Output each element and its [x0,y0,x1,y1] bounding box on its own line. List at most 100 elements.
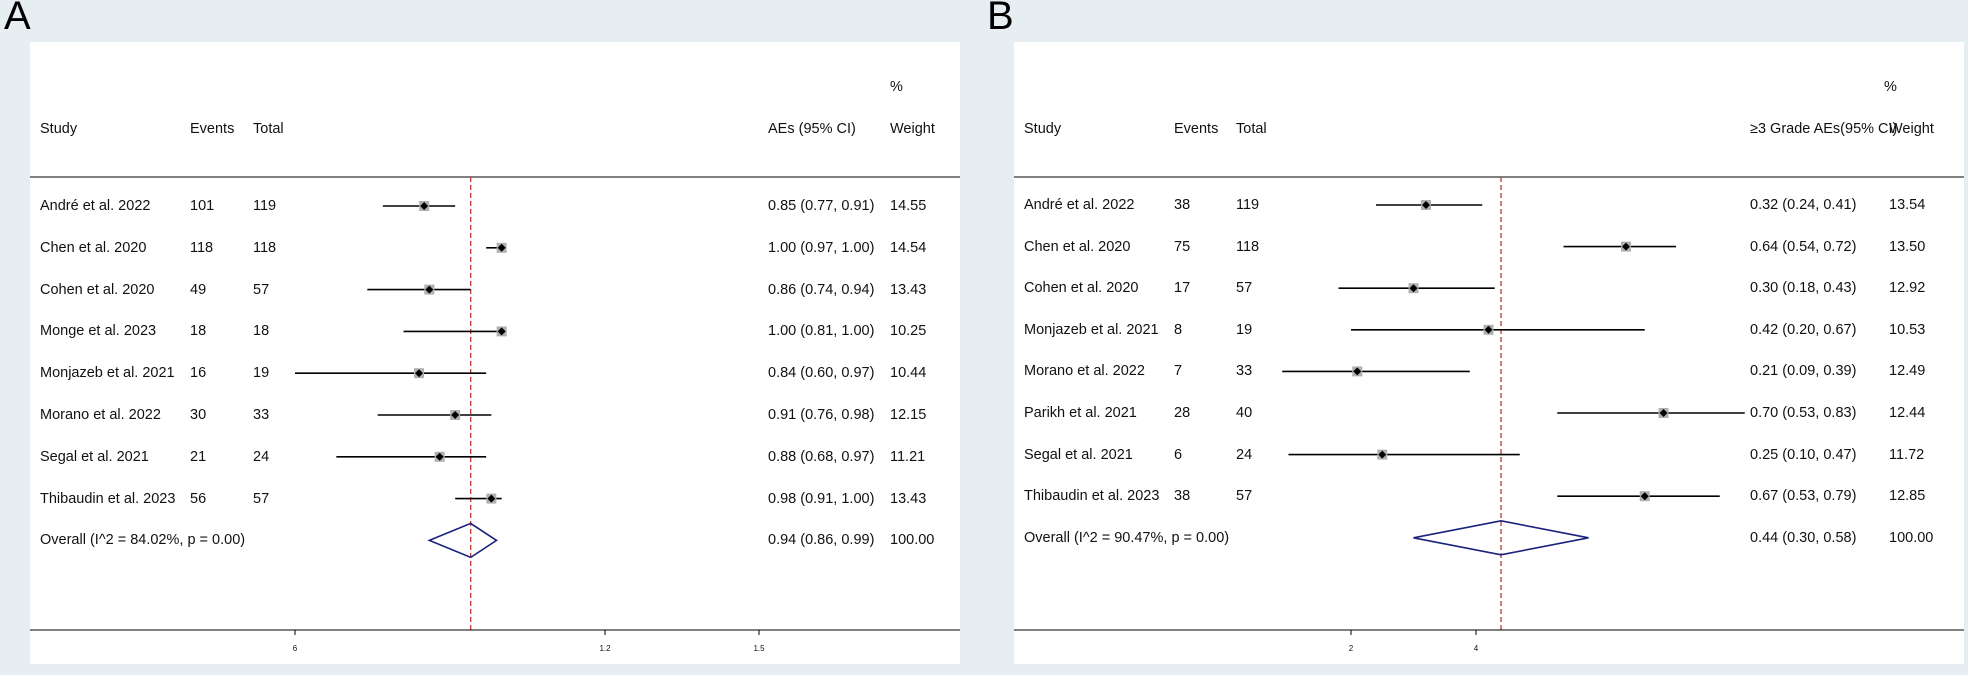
study-events: 56 [190,490,207,507]
study-name: Monge et al. 2023 [40,323,157,340]
study-weight: 12.92 [1889,280,1926,297]
study-name: Thibaudin et al. 2023 [40,490,176,507]
study-ci: 0.98 (0.91, 1.00) [768,490,875,507]
header-percent: % [890,79,903,95]
study-name: Morano et al. 2022 [40,407,161,423]
study-name: Segal et al. 2021 [1024,446,1133,463]
study-weight: 12.49 [1889,363,1926,380]
point-estimate [487,494,496,503]
study-total: 33 [253,407,270,423]
header-total: Total [253,121,284,137]
study-name: André et al. 2022 [1024,197,1135,213]
point-estimate [1484,325,1493,334]
study-total: 118 [1236,238,1260,255]
study-weight: 12.85 [1889,488,1926,505]
study-events: 101 [190,198,215,214]
study-events: 21 [190,448,207,465]
study-weight: 11.21 [890,448,926,465]
study-ci: 0.70 (0.53, 0.83) [1750,405,1857,421]
study-ci: 0.42 (0.20, 0.67) [1750,321,1857,338]
study-events: 38 [1174,488,1191,505]
study-total: 19 [1236,321,1253,338]
study-total: 24 [253,448,270,465]
study-events: 16 [190,365,207,382]
study-weight: 12.44 [1889,405,1926,421]
study-weight: 13.43 [890,490,927,507]
study-events: 49 [190,281,207,298]
study-total: 119 [1236,197,1260,213]
panel-a-letter: A [4,0,31,38]
study-total: 57 [253,490,270,507]
study-ci: 0.25 (0.10, 0.47) [1750,446,1857,463]
x-tick-label: 2 [1348,644,1354,653]
study-weight: 14.54 [890,239,927,256]
forest-svg [30,176,960,635]
study-ci: 1.00 (0.97, 1.00) [768,239,875,256]
study-ci: 1.00 (0.81, 1.00) [768,323,875,340]
study-total: 57 [253,281,270,298]
point-estimate [1422,201,1430,209]
study-events: 118 [190,239,214,256]
study-name: Morano et al. 2022 [1024,363,1145,380]
overall-ci: 0.44 (0.30, 0.58) [1750,529,1857,546]
study-weight: 13.50 [1889,238,1926,255]
study-name: Chen et al. 2020 [1024,238,1131,255]
study-events: 38 [1174,197,1191,213]
study-events: 28 [1174,405,1191,421]
overall-diamond [1413,519,1589,556]
overall-label: Overall (I^2 = 90.47%, p = 0.00) [1024,529,1230,546]
study-name: Monjazeb et al. 2021 [1024,321,1159,338]
study-name: Cohen et al. 2020 [40,281,155,298]
study-name: Parikh et al. 2021 [1024,405,1137,421]
point-estimate [420,202,429,210]
point-estimate [497,243,506,252]
point-estimate [1640,492,1649,501]
study-ci: 0.91 (0.76, 0.98) [768,407,875,423]
study-name: Cohen et al. 2020 [1024,280,1139,297]
study-events: 6 [1174,446,1183,463]
header-total: Total [1236,121,1267,137]
study-name: Segal et al. 2021 [40,448,149,465]
point-estimate [415,369,423,378]
header-study: Study [40,121,78,137]
point-estimate [435,452,444,461]
overall-label: Overall (I^2 = 84.02%, p = 0.00) [40,532,246,549]
overall-weight: 100.00 [1889,529,1934,546]
point-estimate [1622,242,1630,251]
study-ci: 0.85 (0.77, 0.91) [768,198,875,214]
header-events: Events [190,121,235,137]
study-ci: 0.30 (0.18, 0.43) [1750,280,1857,297]
study-events: 8 [1174,321,1183,338]
study-weight: 10.44 [890,365,927,382]
study-events: 17 [1174,280,1191,297]
header-weight: Weight [890,121,935,137]
x-tick-label: 6 [292,644,298,653]
study-total: 24 [1236,446,1253,463]
study-ci: 0.84 (0.60, 0.97) [768,365,875,382]
study-weight: 10.53 [1889,321,1926,338]
point-estimate [451,411,460,419]
study-total: 40 [1236,405,1253,421]
study-ci: 0.86 (0.74, 0.94) [768,281,875,298]
study-weight: 13.43 [890,281,927,298]
study-total: 19 [253,365,270,382]
overall-diamond [427,522,498,559]
study-weight: 13.54 [1889,197,1926,213]
study-ci: 0.21 (0.09, 0.39) [1750,363,1857,380]
study-ci: 0.64 (0.54, 0.72) [1750,238,1857,255]
point-estimate [425,285,434,294]
x-tick-label: 1.5 [753,644,765,653]
study-total: 118 [253,239,277,256]
study-ci: 0.88 (0.68, 0.97) [768,448,875,465]
study-weight: 10.25 [890,323,927,340]
point-estimate [497,327,506,336]
study-total: 33 [1236,363,1253,380]
study-weight: 14.55 [890,198,927,214]
study-name: Chen et al. 2020 [40,239,147,256]
point-estimate [1353,367,1362,376]
header-events: Events [1174,121,1219,137]
panel-b-letter: B [987,0,1014,38]
point-estimate [1378,450,1387,459]
forest-plot-b: % Study Events Total ≥3 Grade AEs(95% CI) Wei… [1014,42,1964,664]
study-name: Monjazeb et al. 2021 [40,365,175,382]
